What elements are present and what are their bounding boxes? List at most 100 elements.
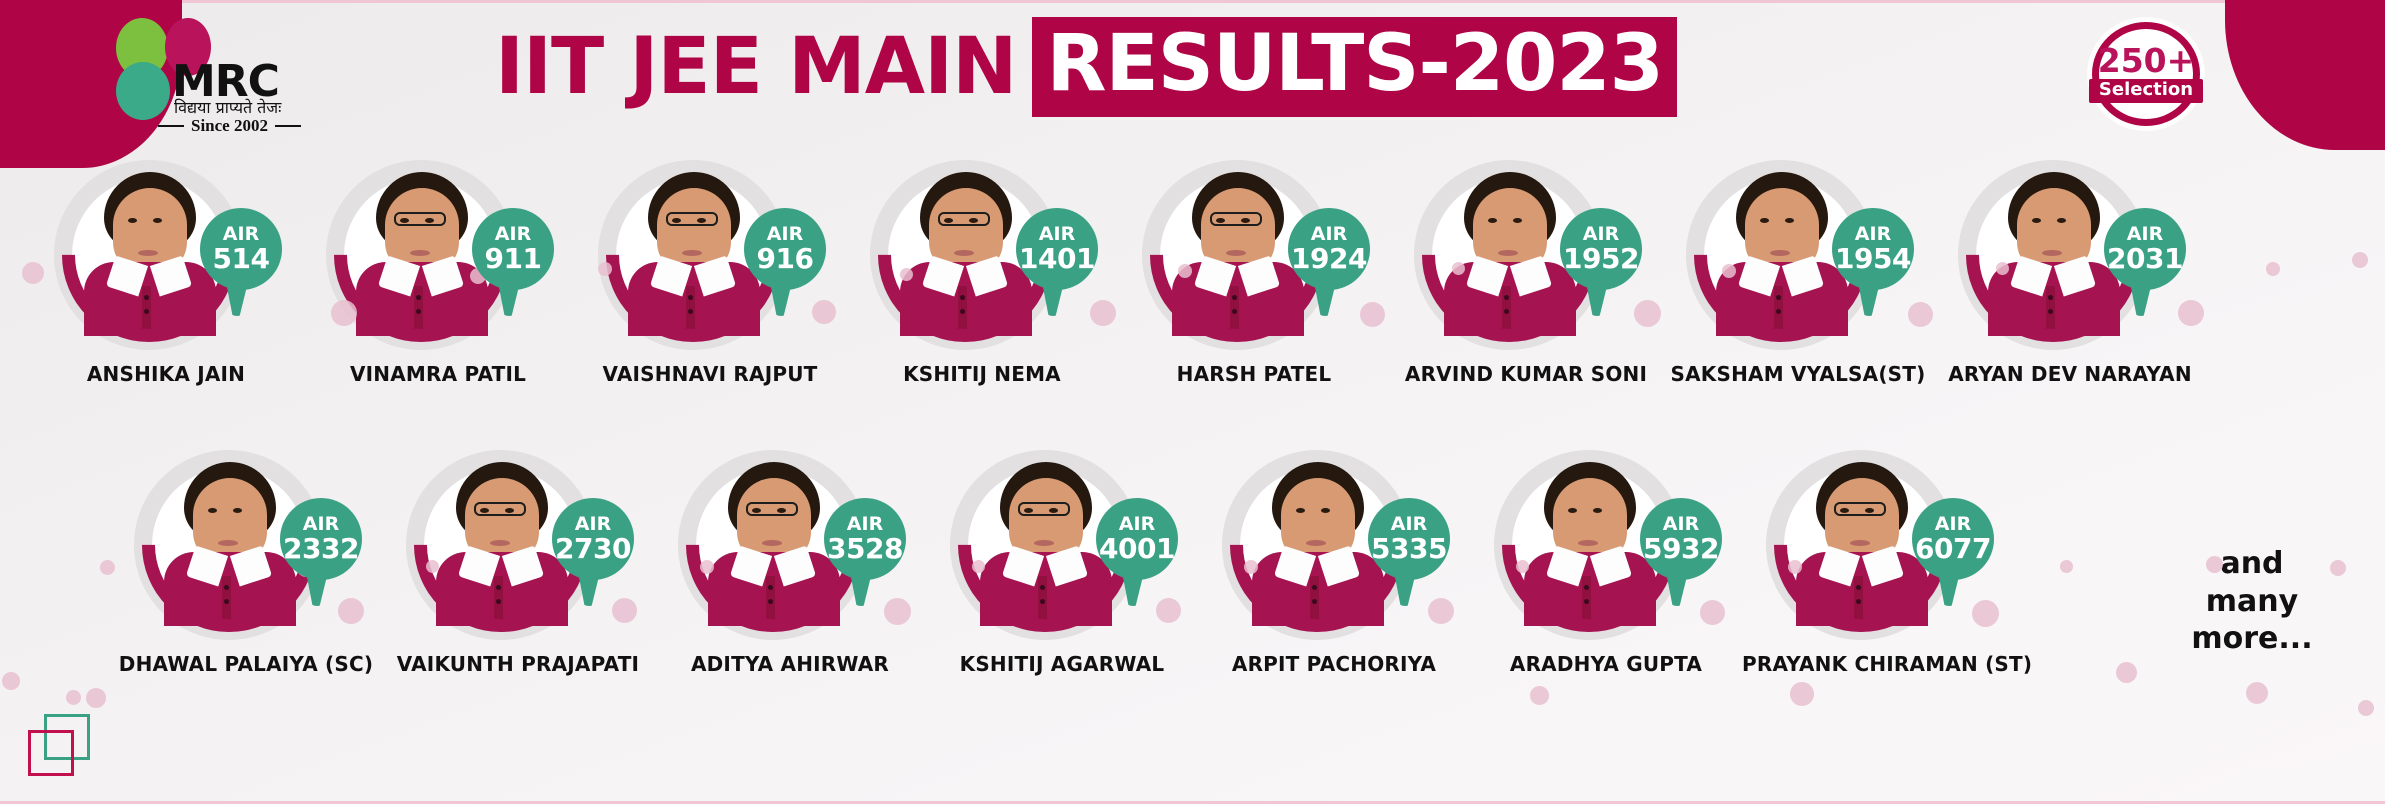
since-rule-right (274, 125, 301, 127)
student-card: AIR 514 ANSHIKA JAIN (25, 131, 302, 400)
decorative-dot (1996, 262, 2009, 275)
air-rank-badge: AIR 2332 (280, 498, 362, 580)
air-badge-rank: 6077 (1915, 531, 1991, 565)
photo-eye-right (233, 508, 242, 513)
student-card: AIR 1954 SAKSHAM VYALSA(ST) (1657, 131, 1934, 400)
air-badge-label: AIR (1854, 222, 1892, 245)
photo-placket (1854, 576, 1863, 620)
air-rank-badge: AIR 514 (200, 208, 282, 290)
banner-header: MRC विद्यया प्राप्यते तेजः Since 2002 II… (0, 0, 2385, 135)
decorative-dot (700, 560, 714, 574)
student-card: AIR 1401 KSHITIJ NEMA (841, 131, 1118, 400)
decorative-dot (426, 560, 439, 573)
air-rank-badge: AIR 1952 (1560, 208, 1642, 290)
photo-eye-left (1024, 508, 1033, 513)
air-badge-rank: 1401 (1019, 241, 1095, 275)
photo-eye-left (1760, 218, 1769, 223)
photo-eye-right (969, 218, 978, 223)
student-name: VAIKUNTH PRAJAPATI (396, 652, 640, 676)
student-card: AIR 6077 PRAYANK CHIRAMAN (ST) (1737, 421, 2033, 690)
student-card: AIR 5335 ARPIT PACHORIYA (1193, 421, 1470, 690)
student-card: AIR 911 VINAMRA PATIL (297, 131, 574, 400)
decorative-dot (2358, 700, 2374, 716)
banner-title: IIT JEE MAIN RESULTS-2023 (495, 17, 1677, 117)
photo-button-1 (224, 585, 229, 590)
air-badge-label: AIR (574, 512, 612, 535)
student-card: AIR 1952 ARVIND KUMAR SONI (1385, 131, 1662, 400)
decorative-dot (2246, 682, 2268, 704)
student-photo (1792, 458, 1932, 626)
student-name: VINAMRA PATIL (349, 362, 527, 386)
photo-placket (494, 576, 503, 620)
since-label: Since 2002 (191, 116, 268, 135)
decorative-dot (2116, 662, 2137, 683)
bottom-edge-line (0, 801, 2385, 804)
decorative-dot (1156, 598, 1181, 623)
since-rule-left (158, 125, 184, 127)
squares-mark-icon (28, 714, 98, 784)
photo-glasses (746, 502, 798, 516)
decorative-dot (1634, 300, 1661, 327)
air-badge-rank: 2031 (2107, 241, 2183, 275)
student-name: ARVIND KUMAR SONI (1404, 362, 1648, 386)
air-badge-label: AIR (1662, 512, 1700, 535)
photo-placket (958, 286, 967, 330)
photo-eye-left (208, 508, 217, 513)
photo-eye-left (1568, 508, 1577, 513)
photo-button-1 (1504, 295, 1509, 300)
photo-eye-left (400, 218, 409, 223)
student-photo (1248, 458, 1388, 626)
student-name: SAKSHAM VYALSA(ST) (1670, 362, 1926, 386)
photo-button-1 (496, 585, 501, 590)
photo-mouth (1498, 250, 1518, 256)
student-photo (352, 168, 492, 336)
photo-placket (1310, 576, 1319, 620)
air-rank-badge: AIR 2730 (552, 498, 634, 580)
photo-eye-left (1488, 218, 1497, 223)
decorative-dot (338, 598, 364, 624)
air-rank-badge: AIR 4001 (1096, 498, 1178, 580)
photo-placket (222, 576, 231, 620)
logo-since-line: Since 2002 (158, 116, 301, 136)
student-photo (160, 458, 300, 626)
decorative-dot (2266, 262, 2280, 276)
air-badge-rank: 5335 (1371, 531, 1447, 565)
photo-eye-right (1785, 218, 1794, 223)
photo-button-1 (1584, 585, 1589, 590)
photo-button-2 (496, 599, 501, 604)
student-name: KSHITIJ AGARWAL (959, 652, 1165, 676)
decorative-dot (1530, 686, 1549, 705)
air-badge-rank: 911 (484, 241, 542, 275)
photo-eye-right (777, 508, 786, 513)
student-name: ADITYA AHIRWAR (690, 652, 890, 676)
student-name: ANSHIKA JAIN (86, 362, 246, 386)
photo-mouth (1770, 250, 1790, 256)
student-photo (1712, 168, 1852, 336)
decorative-dot (2330, 560, 2346, 576)
decorative-dot (86, 688, 106, 708)
air-rank-badge: AIR 5335 (1368, 498, 1450, 580)
student-name: PRAYANK CHIRAMAN (ST) (1742, 652, 2033, 676)
student-card: AIR 5932 ARADHYA GUPTA (1465, 421, 1742, 690)
photo-button-1 (144, 295, 149, 300)
photo-placket (142, 286, 151, 330)
air-badge-label: AIR (302, 512, 340, 535)
air-badge-rank: 2730 (555, 531, 631, 565)
decorative-dot (2352, 252, 2368, 268)
student-photo (80, 168, 220, 336)
photo-eye-left (1296, 508, 1305, 513)
selection-count-number: 250+ (2097, 40, 2195, 80)
photo-button-1 (1776, 295, 1781, 300)
decorative-dot (1788, 560, 1802, 574)
air-badge-label: AIR (1310, 222, 1348, 245)
top-edge-line (0, 0, 2385, 3)
air-badge-label: AIR (2126, 222, 2164, 245)
photo-button-2 (1856, 599, 1861, 604)
air-badge-rank: 2332 (283, 531, 359, 565)
air-rank-badge: AIR 1401 (1016, 208, 1098, 290)
photo-eye-left (672, 218, 681, 223)
photo-eye-left (1216, 218, 1225, 223)
photo-eye-left (1840, 508, 1849, 513)
decorative-dot (612, 598, 637, 623)
